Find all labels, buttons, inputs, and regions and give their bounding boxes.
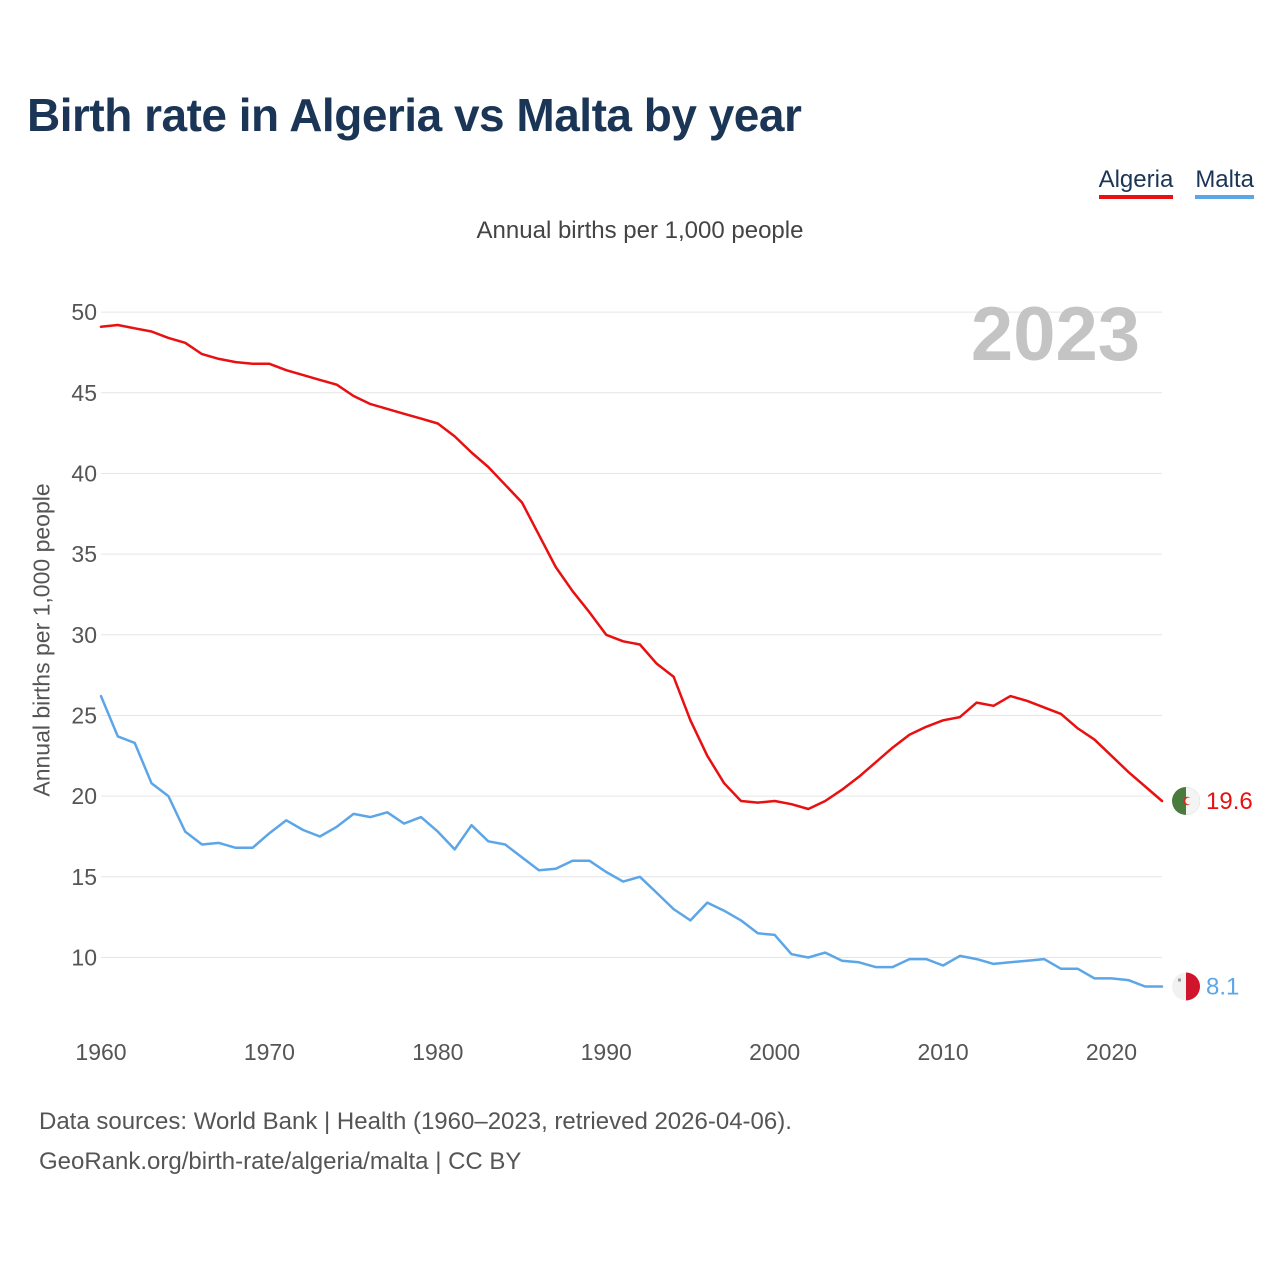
chart-title: Birth rate in Algeria vs Malta by year <box>27 89 802 141</box>
chart-subtitle: Annual births per 1,000 people <box>476 217 804 244</box>
series-line-algeria <box>99 323 1164 811</box>
y-tick-label: 15 <box>71 864 97 890</box>
legend-item-algeria[interactable]: Algeria <box>1098 166 1174 199</box>
y-tick-label: 10 <box>71 944 97 970</box>
x-tick-label: 2010 <box>917 1039 968 1065</box>
x-tick-label: 2020 <box>1086 1039 1137 1065</box>
y-tick-label: 50 <box>71 299 97 325</box>
y-axis-ticks: 10 15 20 25 30 35 40 45 50 <box>71 299 97 970</box>
x-tick-label: 1970 <box>244 1039 295 1065</box>
x-tick-label: 1960 <box>75 1039 126 1065</box>
legend: Algeria Malta <box>1098 166 1254 199</box>
algeria-flag-icon <box>1172 787 1200 815</box>
malta-flag-icon <box>1172 972 1200 1001</box>
x-axis-ticks: 1960 1970 1980 1990 2000 2010 2020 <box>75 1039 1137 1065</box>
y-tick-label: 45 <box>71 380 97 406</box>
series-line-malta <box>99 694 1164 988</box>
y-tick-label: 30 <box>71 622 97 648</box>
x-tick-label: 1990 <box>581 1039 632 1065</box>
algeria-end-value-label: 19.6 <box>1206 788 1253 815</box>
series-lines <box>99 323 1164 988</box>
x-tick-label: 1980 <box>412 1039 463 1065</box>
footer-sources: Data sources: World Bank | Health (1960–… <box>39 1108 792 1135</box>
x-tick-label: 2000 <box>749 1039 800 1065</box>
y-tick-label: 35 <box>71 541 97 567</box>
current-year-watermark: 2023 <box>971 292 1140 377</box>
end-markers: 19.6 8.1 <box>1172 787 1253 1001</box>
grid <box>101 311 1162 958</box>
y-tick-label: 40 <box>71 460 97 486</box>
legend-item-malta[interactable]: Malta <box>1195 166 1254 199</box>
malta-end-value-label: 8.1 <box>1206 974 1239 1001</box>
footer-attribution: GeoRank.org/birth-rate/algeria/malta | C… <box>39 1148 522 1175</box>
y-tick-label: 25 <box>71 702 97 728</box>
y-tick-label: 20 <box>71 783 97 809</box>
